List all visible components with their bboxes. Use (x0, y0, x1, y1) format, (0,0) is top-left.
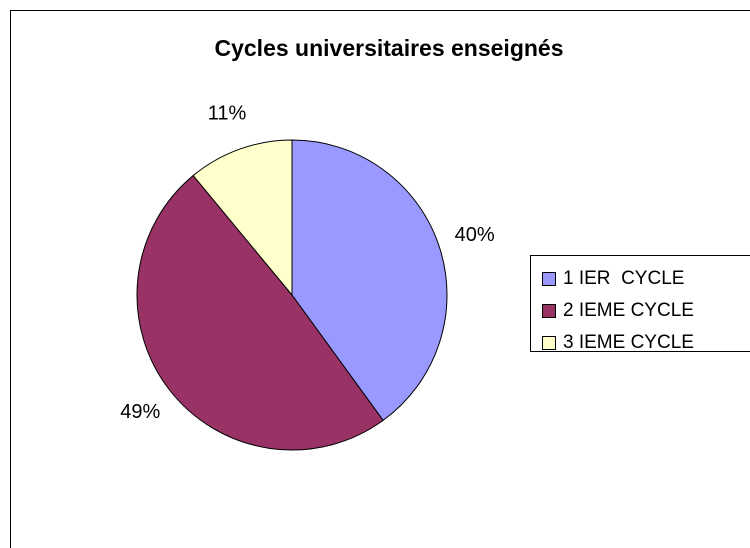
legend-box (530, 255, 750, 352)
data-label: 11% (208, 103, 247, 125)
legend-label: 1 IER CYCLE (563, 268, 684, 289)
pie-slice (136, 174, 384, 451)
legend-label: 2 IEME CYCLE (563, 300, 694, 321)
pie-slice (192, 139, 293, 297)
chart-title: Cycles universitaires enseignés (214, 35, 563, 61)
pie-slice (291, 139, 448, 422)
legend-label: 3 IEME CYCLE (563, 332, 694, 353)
legend-swatch (542, 336, 556, 350)
data-label: 49% (120, 401, 160, 423)
legend-swatch (542, 304, 556, 318)
data-label: 40% (455, 224, 495, 246)
legend-swatch (542, 272, 556, 286)
